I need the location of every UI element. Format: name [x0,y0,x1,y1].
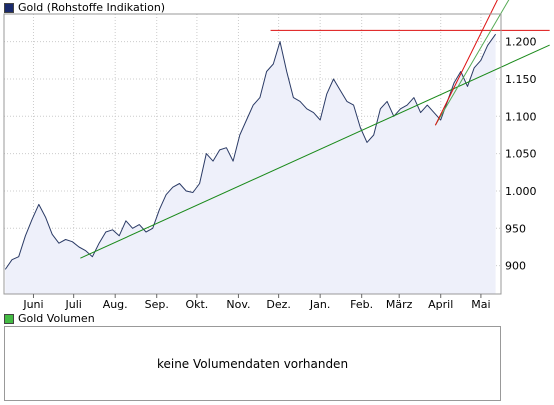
y-tick-label: 1.150 [505,73,537,86]
price-legend-label: Gold (Rohstoffe Indikation) [18,1,166,14]
x-tick-label: Jan. [309,298,330,311]
x-tick-label: Aug. [103,298,128,311]
x-tick-label: April [428,298,453,311]
x-tick-label: Okt. [185,298,208,311]
area-layer [4,33,497,294]
x-tick-label: Dez. [266,298,291,311]
x-axis-layer: Juni Juli Aug. Sep. Okt. Nov. Dez. Jan. Feb. März… [22,294,491,311]
y-axis-layer: 900 950 1.000 1.050 1.100 1.150 1.200 [505,36,537,273]
x-tick-label: März [386,298,413,311]
price-legend: Gold (Rohstoffe Indikation) [4,1,165,14]
x-tick-label: Juni [22,298,43,311]
x-tick-label: Nov. [226,298,250,311]
volume-panel: Gold Volumen keine Volumendaten vorhande… [0,312,554,405]
x-tick-label: Sep. [145,298,169,311]
volume-legend-swatch [4,313,14,324]
y-tick-label: 1.200 [505,36,537,49]
plot-frame [3,13,502,295]
trendline-trend-light-green [434,0,510,126]
y-tick-label: 1.000 [505,185,537,198]
y-tick-label: 1.050 [505,148,537,161]
x-tick-label: Feb. [350,298,373,311]
price-series-line [4,33,497,270]
trendline-layer [80,0,550,259]
y-tick-label: 950 [505,222,526,235]
volume-legend: Gold Volumen [4,312,95,325]
price-chart: Juni Juli Aug. Sep. Okt. Nov. Dez. Jan. Feb. März… [3,0,550,311]
y-tick-label: 900 [505,260,526,273]
price-area-fill [5,34,496,294]
volume-legend-label: Gold Volumen [18,312,95,325]
no-volume-message: keine Volumendaten vorhanden [156,356,349,371]
trendline-trend-red-steep [434,0,498,126]
trendline-support-green [80,44,550,259]
price-legend-swatch [4,2,14,13]
price-panel: Gold (Rohstoffe Indikation) Juni Juli Aug.… [3,0,550,311]
y-tick-label: 1.100 [505,110,537,123]
volume-frame: keine Volumendaten vorhanden [4,326,501,401]
x-tick-label: Juli [64,298,81,311]
x-tick-label: Mai [471,298,490,311]
frame-layer [3,13,502,295]
